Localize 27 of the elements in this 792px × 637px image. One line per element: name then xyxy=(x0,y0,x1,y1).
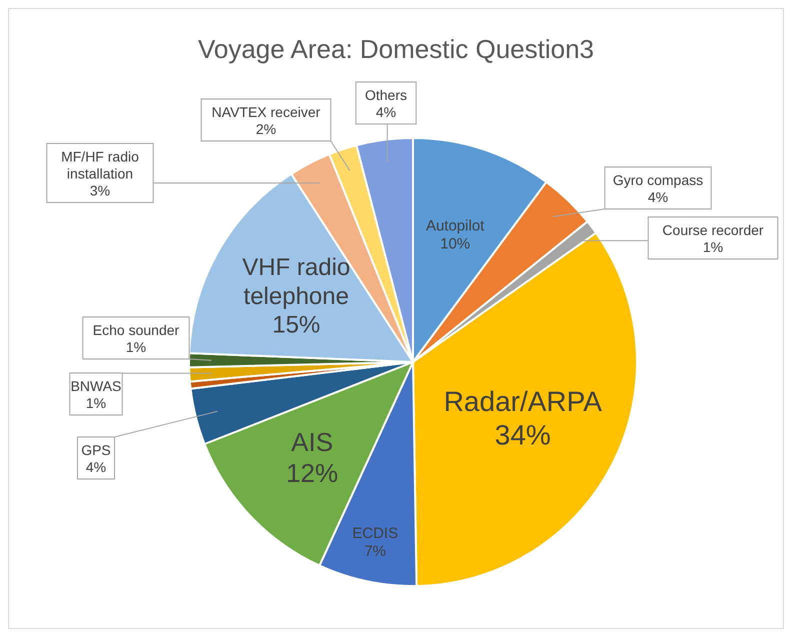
data-label: 7% xyxy=(364,542,386,560)
slice-label: GPS xyxy=(81,442,111,458)
slice-label: AIS xyxy=(291,426,334,457)
data-label: 15% xyxy=(272,312,320,339)
chart-title: Voyage Area: Domestic Question3 xyxy=(198,34,594,64)
slice-label: VHF radio telephone xyxy=(242,254,350,310)
slice-label: Autopilot xyxy=(426,218,486,235)
slice-label: Radar/ARPA xyxy=(444,386,602,417)
data-label: 1% xyxy=(126,339,146,355)
data-label: 1% xyxy=(86,395,106,411)
slice-label: NAVTEX receiver xyxy=(212,104,321,120)
data-label: 4% xyxy=(648,189,668,205)
data-label: 4% xyxy=(376,104,396,120)
data-label: 34% xyxy=(494,419,551,450)
slice-label: Course recorder xyxy=(662,222,764,238)
data-label: 1% xyxy=(702,239,724,255)
slice-label: Others xyxy=(364,87,408,103)
slice-label: Echo sounder xyxy=(92,322,180,338)
data-label: 12% xyxy=(286,458,338,488)
slice-label: Gyro compass xyxy=(612,172,704,188)
data-label: 10% xyxy=(440,236,470,253)
data-label: 4% xyxy=(86,459,106,475)
slice-label: ECDIS xyxy=(352,524,398,542)
slice-label: BNWAS xyxy=(70,378,122,394)
data-label: 2% xyxy=(256,121,276,137)
data-label: 3% xyxy=(90,182,110,198)
slice-label: MF/HF radio installation xyxy=(61,148,140,182)
